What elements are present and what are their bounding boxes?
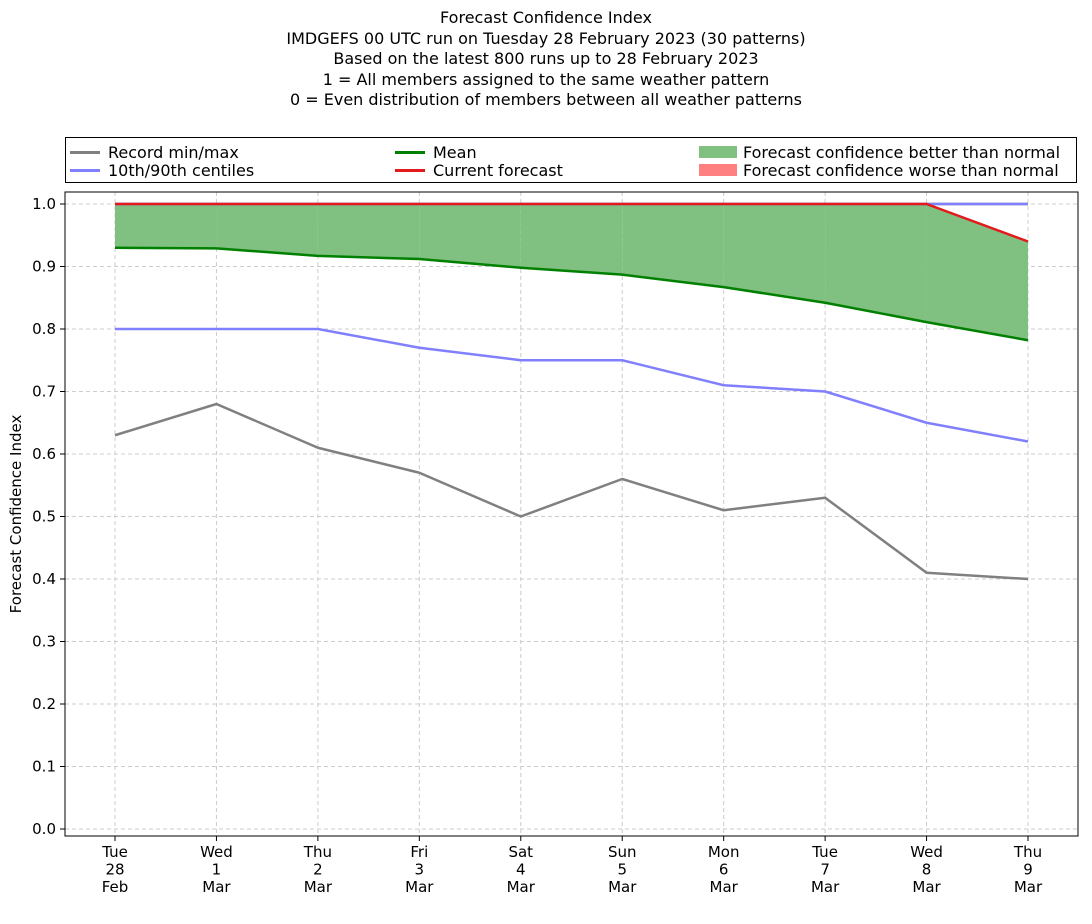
legend-item-better: Forecast confidence better than normal — [699, 142, 1061, 162]
x-tick-label: Mar — [202, 878, 231, 896]
y-tick-label: 0.8 — [32, 320, 56, 338]
fill-segment-better — [926, 204, 1028, 341]
y-axis: 0.0 0.1 0.2 0.3 0.4 0.5 0.6 0.7 0.8 0.9 1.0 — [32, 195, 65, 838]
y-tick-label: 0.1 — [32, 758, 56, 776]
y-tick-label: 0.3 — [32, 633, 56, 651]
y-tick-label: 0.2 — [32, 695, 56, 713]
x-tick-label: 4 — [516, 861, 526, 879]
legend-swatch-record — [70, 150, 100, 154]
y-tick-label: 0.9 — [32, 258, 56, 276]
x-axis: Tue28FebWed1MarThu2MarFri3MarSat4MarSun5… — [101, 836, 1043, 896]
fill-segment-better — [216, 204, 318, 256]
legend-item-worse: Forecast confidence worse than normal — [699, 160, 1059, 180]
legend-swatch-current — [395, 168, 425, 172]
x-tick-label: Wed — [910, 843, 943, 861]
x-tick-label: Thu — [1013, 843, 1042, 861]
y-tick-label: 0.7 — [32, 383, 56, 401]
legend-label-mean: Mean — [433, 142, 477, 162]
x-tick-label: Tue — [101, 843, 128, 861]
series-line-record-min — [114, 402, 1029, 581]
chart-title: Forecast Confidence Index — [440, 8, 652, 27]
x-tick-label: Thu — [303, 843, 332, 861]
plot-frame — [64, 191, 1079, 837]
legend-label-centiles: 10th/90th centiles — [108, 160, 255, 180]
legend-item-centiles: 10th/90th centiles — [70, 160, 255, 180]
fill-segment-better — [419, 204, 521, 268]
x-tick-label: 5 — [617, 861, 627, 879]
series-line-current — [115, 202, 1029, 243]
x-tick-label: 28 — [105, 861, 124, 879]
y-tick-label: 0.0 — [32, 820, 56, 838]
x-tick-label: Mar — [405, 878, 434, 896]
x-tick-label: Mar — [1014, 878, 1043, 896]
legend-label-record: Record min/max — [108, 142, 239, 162]
x-tick-label: Sun — [608, 843, 637, 861]
fill-segment-better — [115, 204, 217, 249]
legend-item-current: Current forecast — [395, 160, 563, 180]
y-tick-label: 0.5 — [32, 508, 56, 526]
legend-label-better: Forecast confidence better than normal — [743, 142, 1061, 162]
legend-label-current: Current forecast — [433, 160, 563, 180]
chart-subtitle-scale-max: 1 = All members assigned to the same wea… — [322, 69, 770, 89]
fill-segment-better — [317, 204, 420, 259]
y-tick-label: 1.0 — [32, 195, 56, 213]
x-tick-label: Mar — [811, 878, 840, 896]
x-tick-label: 3 — [415, 861, 425, 879]
fill-segment-better — [825, 204, 927, 323]
chart-subtitle-scale-min: 0 = Even distribution of members between… — [289, 90, 803, 110]
x-tick-label: Tue — [811, 843, 838, 861]
x-tick-label: 6 — [719, 861, 729, 879]
x-tick-label: Mar — [304, 878, 333, 896]
x-tick-label: Fri — [410, 843, 428, 861]
x-tick-label: Wed — [200, 843, 233, 861]
x-tick-label: Mar — [507, 878, 536, 896]
legend-item-mean: Mean — [395, 142, 477, 162]
series-line-mean — [114, 246, 1029, 342]
x-tick-label: Mar — [608, 878, 637, 896]
chart-legend: Record min/max 10th/90th centiles Mean C… — [65, 137, 1077, 183]
chart-titles: Forecast Confidence Index IMDGEFS 00 UTC… — [0, 8, 1092, 111]
x-tick-label: 7 — [820, 861, 830, 879]
legend-swatch-mean — [395, 150, 425, 154]
x-tick-label: Feb — [102, 878, 129, 896]
chart-subtitle-run: IMDGEFS 00 UTC run on Tuesday 28 Februar… — [286, 28, 806, 48]
x-tick-label: 9 — [1023, 861, 1033, 879]
fill-segment-better — [520, 204, 623, 275]
y-tick-label: 0.6 — [32, 445, 56, 463]
x-tick-label: Sat — [508, 843, 533, 861]
y-tick-label: 0.4 — [32, 570, 56, 588]
y-axis-label: Forecast Confidence Index — [7, 415, 25, 614]
x-tick-label: 8 — [922, 861, 932, 879]
x-tick-label: Mar — [912, 878, 941, 896]
fill-segment-better — [622, 204, 724, 288]
confidence-fill-areas — [115, 204, 1028, 341]
chart-subtitle-basis: Based on the latest 800 runs up to 28 Fe… — [333, 49, 759, 69]
x-tick-label: 1 — [212, 861, 222, 879]
legend-swatch-centiles — [70, 168, 100, 172]
x-tick-label: Mar — [710, 878, 739, 896]
legend-swatch-worse — [699, 164, 737, 176]
legend-item-record: Record min/max — [70, 142, 239, 162]
legend-label-worse: Forecast confidence worse than normal — [743, 160, 1059, 180]
fill-segment-better — [723, 204, 826, 303]
series-line-p10 — [115, 327, 1029, 443]
legend-swatch-better — [699, 146, 737, 158]
x-tick-label: 2 — [313, 861, 323, 879]
x-tick-label: Mon — [708, 843, 740, 861]
series-lines — [114, 202, 1029, 581]
